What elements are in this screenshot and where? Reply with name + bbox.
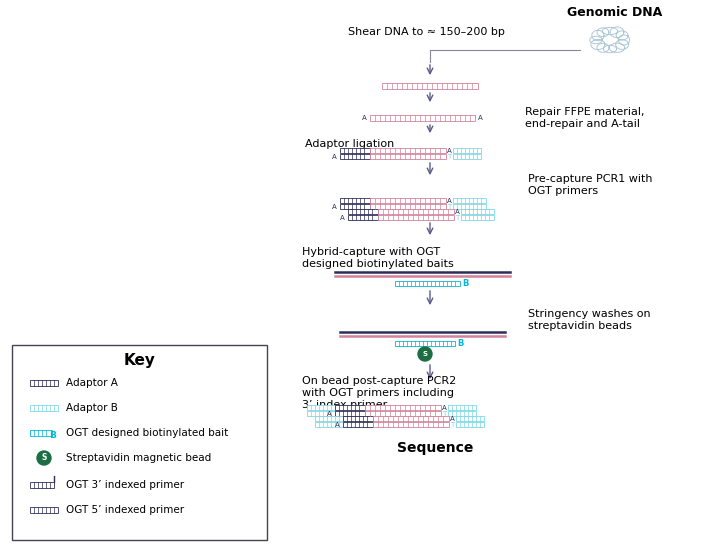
Bar [395, 341, 455, 346]
Text: A: A [478, 115, 482, 121]
Bar [370, 198, 446, 203]
Bar [370, 115, 475, 121]
Text: Stringency washes on
streptavidin beads: Stringency washes on streptavidin beads [528, 309, 651, 331]
Bar [340, 198, 370, 203]
Bar [448, 405, 476, 410]
Bar [343, 416, 373, 421]
Text: Adaptor A: Adaptor A [66, 378, 118, 388]
Bar [365, 405, 441, 410]
Bar [335, 411, 365, 416]
Text: B: B [462, 279, 468, 289]
Bar [315, 416, 343, 421]
Bar [378, 215, 454, 220]
Text: A: A [447, 148, 452, 154]
Text: OGT 3’ indexed primer: OGT 3’ indexed primer [66, 480, 184, 490]
Bar [340, 154, 370, 159]
Text: Pre-capture PCR1 with
OGT primers: Pre-capture PCR1 with OGT primers [528, 174, 652, 196]
Bar [370, 154, 446, 159]
Text: Hybrid-capture with OGT
designed biotinylated baits: Hybrid-capture with OGT designed biotiny… [302, 247, 454, 269]
Text: A: A [335, 422, 340, 428]
Bar [453, 148, 481, 153]
Text: A: A [447, 198, 452, 204]
Bar [453, 154, 481, 159]
Bar [456, 422, 484, 427]
Bar [335, 405, 365, 410]
Text: Key: Key [123, 353, 155, 368]
Bar [373, 416, 449, 421]
Text: Sequence: Sequence [397, 441, 473, 455]
Text: T: T [447, 154, 451, 160]
Text: Adaptor B: Adaptor B [66, 403, 118, 413]
Text: OGT designed biotinylated bait: OGT designed biotinylated bait [66, 428, 228, 438]
Text: OGT 5’ indexed primer: OGT 5’ indexed primer [66, 505, 184, 515]
Text: A: A [332, 154, 336, 160]
Text: A: A [442, 405, 447, 411]
Text: T: T [455, 215, 459, 221]
Bar [370, 148, 446, 153]
Bar [378, 209, 454, 214]
Bar [343, 422, 373, 427]
Text: T: T [442, 411, 446, 417]
Text: On bead post-capture PCR2
with OGT primers including
3’ index primer: On bead post-capture PCR2 with OGT prime… [302, 376, 457, 409]
Bar [307, 405, 335, 410]
Bar [395, 281, 460, 286]
Bar [448, 411, 476, 416]
Text: Repair FFPE material,
end-repair and A-tail: Repair FFPE material, end-repair and A-t… [525, 107, 644, 129]
Bar [30, 380, 58, 386]
Bar [307, 411, 335, 416]
Text: Streptavidin magnetic bead: Streptavidin magnetic bead [66, 453, 211, 463]
Text: A: A [340, 215, 345, 221]
Bar [373, 422, 449, 427]
Bar [370, 204, 446, 209]
Text: S: S [41, 453, 47, 462]
Text: B: B [50, 430, 57, 440]
Bar [30, 430, 52, 436]
Text: B: B [457, 339, 463, 348]
Bar [348, 209, 378, 214]
Text: S: S [423, 351, 428, 357]
Bar [340, 148, 370, 153]
Bar [315, 422, 343, 427]
Bar [30, 507, 58, 513]
Circle shape [418, 347, 432, 361]
Bar [382, 83, 478, 89]
Bar [453, 204, 486, 209]
Bar [461, 209, 494, 214]
Bar [30, 482, 54, 488]
Bar [348, 215, 378, 220]
Text: Shear DNA to ≈ 150–200 bp: Shear DNA to ≈ 150–200 bp [348, 27, 505, 37]
Text: T: T [450, 422, 454, 428]
Bar [340, 204, 370, 209]
Text: A: A [362, 115, 367, 121]
Bar [365, 411, 441, 416]
Text: A: A [332, 204, 336, 210]
Bar [12, 345, 267, 540]
Circle shape [37, 451, 51, 465]
Bar [30, 405, 58, 411]
Text: A: A [450, 416, 454, 422]
Text: A: A [454, 209, 459, 215]
Text: T: T [447, 204, 451, 210]
Bar [453, 198, 486, 203]
Bar [461, 215, 494, 220]
Bar [456, 416, 484, 421]
Text: Genomic DNA: Genomic DNA [567, 6, 663, 19]
Text: A: A [327, 411, 331, 417]
Text: Adaptor ligation: Adaptor ligation [305, 139, 394, 149]
